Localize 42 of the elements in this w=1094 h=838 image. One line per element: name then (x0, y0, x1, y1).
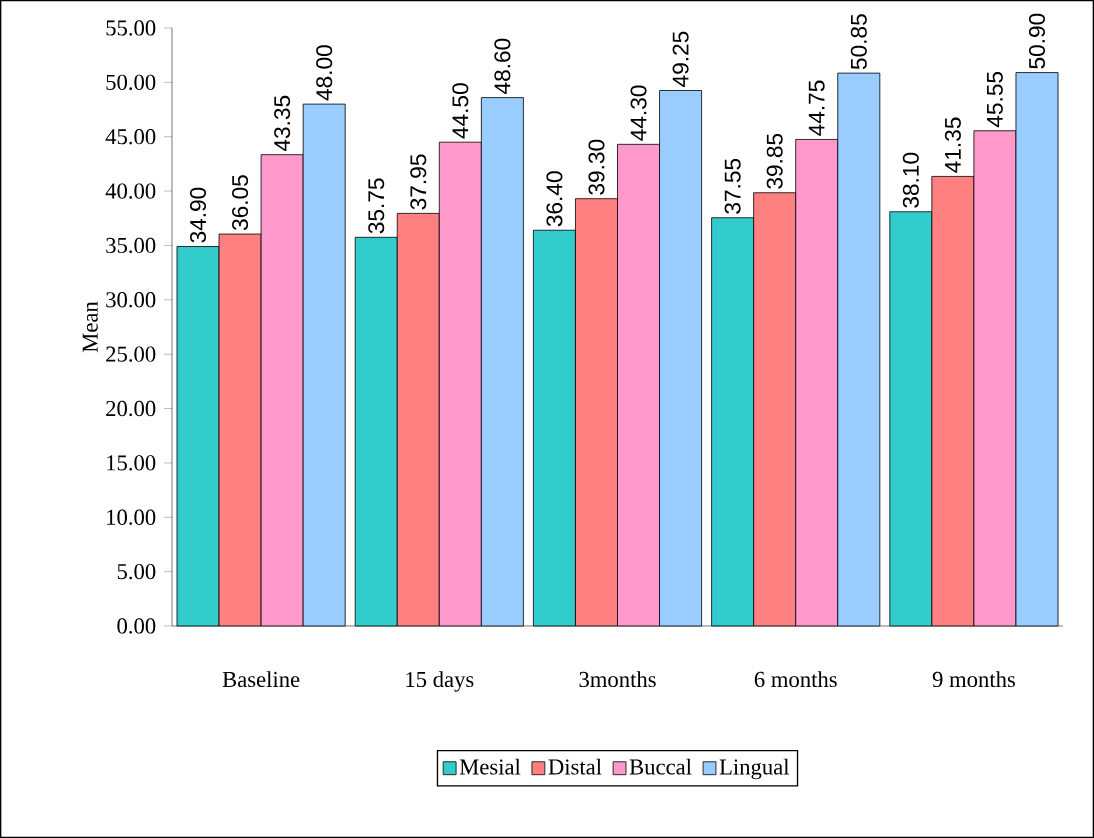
y-tick-label: 5.00 (117, 563, 156, 580)
data-label: 36.40 (546, 171, 563, 227)
y-axis-title: Mean (82, 301, 98, 353)
data-label: 38.10 (902, 152, 919, 208)
y-tick-label: 35.00 (106, 237, 156, 254)
y-tick-label: 40.00 (105, 183, 156, 199)
data-label: 43.35 (274, 95, 291, 152)
data-label: 44.30 (630, 85, 647, 141)
data-label: 45.55 (987, 71, 1003, 128)
data-label: 39.30 (588, 139, 605, 195)
data-label: 48.00 (316, 45, 333, 101)
y-tick-label: 55.00 (106, 20, 156, 36)
data-label: 36.05 (232, 175, 249, 231)
legend-label: Lingual (719, 758, 790, 780)
legend-label: Buccal (629, 758, 692, 775)
y-tick-label: 45.00 (105, 129, 156, 145)
x-tick-label: 9 months (932, 671, 1015, 688)
data-label: 44.50 (452, 83, 469, 139)
data-label: 48.60 (494, 38, 511, 94)
y-tick-label: 0.00 (117, 618, 156, 634)
y-tick-label: 10.00 (107, 509, 156, 525)
x-tick-label: 3months (579, 671, 656, 688)
y-tick-label: 25.00 (106, 346, 156, 362)
data-label: 34.90 (189, 187, 207, 243)
data-label: 39.85 (766, 133, 783, 189)
x-tick-label: Baseline (222, 671, 300, 688)
data-label: 50.85 (850, 14, 867, 70)
data-label: 37.55 (724, 158, 741, 214)
x-tick-label: 15 days (406, 671, 474, 692)
data-label: 35.75 (368, 178, 385, 234)
y-tick-label: 30.00 (106, 292, 156, 308)
data-label: 41.35 (944, 117, 961, 173)
y-tick-label: 20.00 (106, 400, 156, 417)
x-tick-label: 6 months (754, 671, 837, 688)
y-tick-label: 50.00 (106, 74, 156, 91)
data-label: 37.95 (410, 154, 427, 210)
data-label: 49.25 (672, 31, 689, 87)
legend-label: Distal (548, 758, 602, 775)
data-label: 44.75 (808, 80, 825, 136)
legend-label: Mesial (459, 758, 521, 775)
data-label: 50.90 (1028, 13, 1046, 69)
y-tick-label: 15.00 (107, 455, 156, 471)
